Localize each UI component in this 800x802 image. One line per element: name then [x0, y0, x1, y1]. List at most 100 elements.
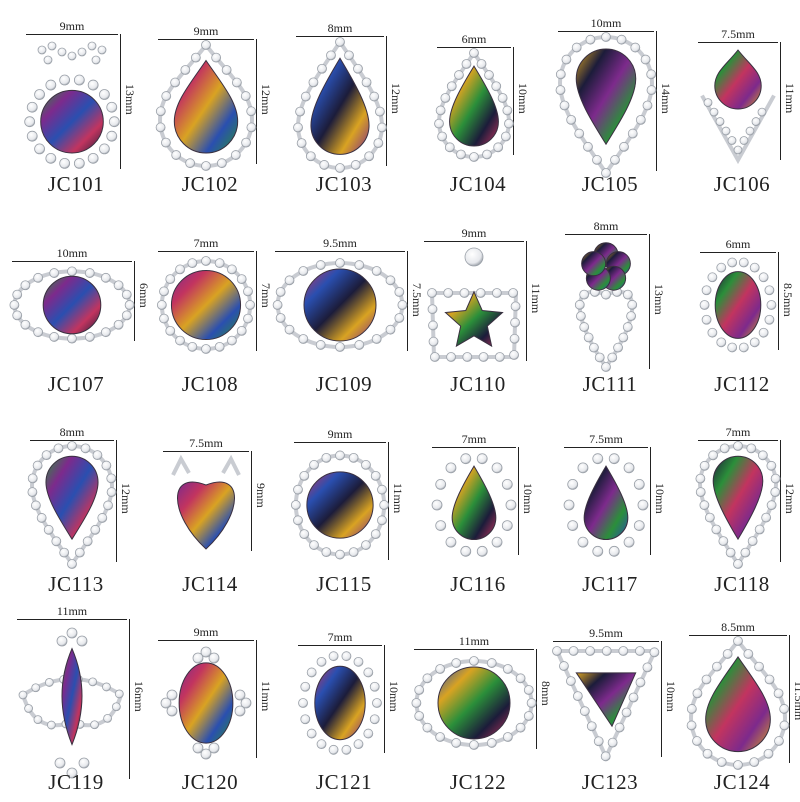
rhinestone [114, 689, 124, 699]
width-dimension-line [298, 645, 382, 646]
rhinestone [770, 473, 781, 484]
rhinestone [335, 258, 345, 268]
rhinestone [99, 89, 110, 100]
rhinestone [509, 350, 519, 360]
rhinestone [87, 152, 99, 164]
rhinestone [354, 260, 365, 270]
rhinestone [695, 473, 706, 484]
rhinestone [321, 547, 332, 558]
rhinestone [716, 757, 727, 768]
rhinestone [377, 515, 387, 526]
rhinestone [428, 336, 439, 347]
rhinestone [469, 48, 479, 58]
rhinestone [246, 106, 257, 117]
rhinestone [601, 289, 611, 300]
nail-jewel-image [552, 646, 660, 762]
rhinestone [305, 151, 316, 162]
rhinestone [686, 720, 697, 731]
rhinestone [84, 332, 95, 342]
nail-jewel-image [290, 450, 390, 560]
rhinestone [428, 320, 438, 331]
rhinestone [192, 742, 204, 754]
rhinestone [482, 149, 492, 160]
rhinestone [642, 100, 653, 111]
rhinestone [76, 635, 88, 647]
rhinestone [317, 63, 327, 74]
rhinestone [623, 462, 635, 474]
rhinestone [295, 106, 305, 117]
rhinestone [33, 715, 43, 725]
rhinestone [623, 536, 635, 548]
rhinestone [78, 757, 90, 769]
rhinestone [73, 74, 85, 86]
rhinestone [634, 646, 645, 656]
rhinestone [576, 311, 586, 322]
rhinestone [236, 274, 247, 285]
rhinestone [200, 646, 212, 658]
rhinestone [170, 77, 181, 88]
rhinestone [699, 460, 710, 471]
product-card: 7mm 7mm JC108 [148, 214, 276, 404]
rhinestone [221, 65, 232, 75]
rhinestone [190, 52, 201, 63]
crystal-gem [42, 275, 102, 335]
rhinestone [243, 313, 253, 324]
rhinestone [444, 142, 455, 153]
rhinestone [601, 32, 611, 42]
rhinestone [201, 161, 211, 171]
crystal-gem [170, 269, 242, 341]
width-dimension-line [163, 451, 249, 452]
rhinestone [165, 274, 176, 285]
rhinestone [568, 646, 579, 656]
product-card: 9mm 11mm JC120 [148, 612, 276, 802]
rhinestone [491, 536, 503, 548]
rhinestone [397, 300, 408, 310]
rhinestone [272, 300, 283, 310]
rhinestone [746, 443, 757, 454]
rhinestone [501, 520, 513, 532]
rhinestone [326, 50, 336, 61]
rhinestone [298, 698, 308, 708]
height-label: 12mm [259, 83, 273, 115]
rhinestone [589, 342, 599, 353]
rhinestone [709, 107, 719, 117]
rhinestone [165, 325, 176, 336]
product-code: JC122 [449, 770, 507, 794]
crystal-gem [173, 59, 239, 154]
rhinestone [727, 257, 738, 268]
product-card: 8.5mm 11.5mm JC124 [680, 612, 800, 802]
product-card: 9.5mm 10mm JC123 [548, 612, 678, 802]
rhinestone [300, 714, 311, 725]
nail-jewel-image [156, 256, 256, 354]
product-code: JC119 [48, 770, 104, 794]
rhinestone [429, 352, 440, 362]
height-label: 11.5mm [792, 681, 800, 721]
width-label: 8mm [59, 425, 85, 439]
rhinestone [201, 256, 211, 266]
rhinestone [102, 682, 111, 692]
rhinestone [577, 462, 589, 474]
rhinestone [103, 713, 112, 723]
rhinestone [445, 536, 457, 548]
product-code: JC117 [582, 572, 638, 596]
rhinestone [774, 736, 784, 746]
nail-jewel-image [24, 41, 120, 169]
rhinestone [454, 70, 464, 80]
crystal-gem [310, 57, 370, 155]
rhinestone [97, 513, 108, 523]
rhinestone [106, 101, 118, 113]
rhinestone [34, 89, 45, 100]
rhinestone [523, 711, 534, 721]
product-code: JC101 [47, 172, 105, 196]
height-dimension-line [256, 640, 257, 758]
rhinestone [613, 342, 623, 353]
rhinestone [583, 141, 593, 152]
rhinestone [703, 98, 713, 108]
width-dimension-line [158, 640, 254, 641]
product-card: 7.5mm 11mm JC106 [680, 14, 800, 204]
rhinestone [718, 536, 729, 547]
rhinestone [353, 63, 363, 74]
product-code: JC106 [713, 172, 771, 196]
rhinestone [711, 524, 722, 535]
rhinestone [585, 646, 596, 656]
